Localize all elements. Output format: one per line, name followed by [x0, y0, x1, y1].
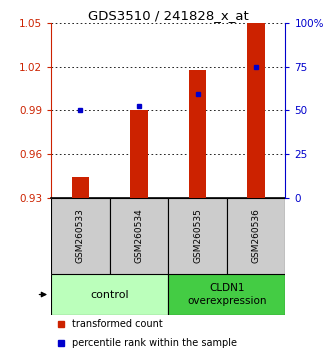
Text: control: control [90, 290, 129, 299]
Bar [168, 198, 227, 274]
Text: GSM260535: GSM260535 [193, 209, 202, 263]
Bar [72, 177, 89, 198]
Bar [51, 198, 110, 274]
Text: GSM260536: GSM260536 [252, 209, 261, 263]
Bar [168, 274, 285, 315]
Bar [227, 198, 285, 274]
Text: CLDN1
overexpression: CLDN1 overexpression [187, 283, 267, 306]
Bar [110, 198, 168, 274]
Text: percentile rank within the sample: percentile rank within the sample [72, 338, 237, 348]
Bar [51, 274, 168, 315]
Title: GDS3510 / 241828_x_at: GDS3510 / 241828_x_at [88, 9, 249, 22]
Text: GSM260534: GSM260534 [135, 209, 144, 263]
Text: GSM260533: GSM260533 [76, 209, 85, 263]
Text: transformed count: transformed count [72, 319, 163, 329]
Bar [189, 70, 206, 198]
Bar [130, 110, 148, 198]
Bar [248, 23, 265, 198]
